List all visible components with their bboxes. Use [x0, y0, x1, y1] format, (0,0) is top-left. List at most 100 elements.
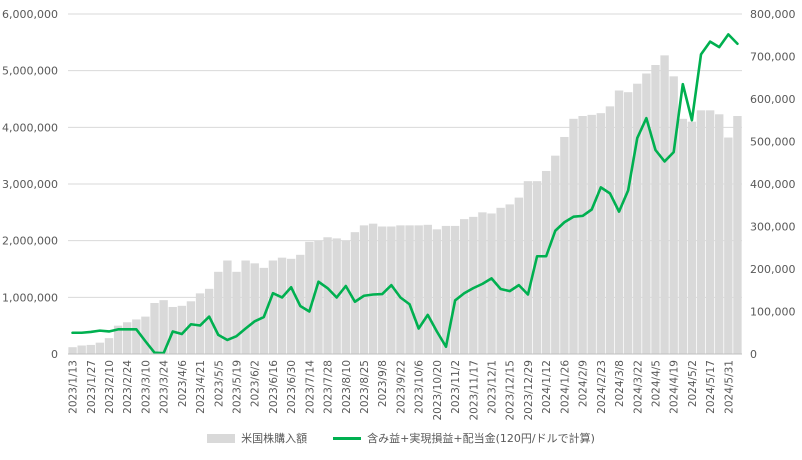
x-tick-label: 2023/11/2: [450, 360, 462, 414]
left-tick-label: 4,000,000: [2, 121, 58, 134]
left-tick-label: 5,000,000: [2, 65, 58, 78]
bar: [687, 121, 697, 355]
legend: 米国株購入額 含み益+実現損益+配当金(120円/ドルで計算): [0, 430, 802, 446]
left-tick-label: 6,000,000: [2, 8, 58, 21]
bar: [86, 344, 95, 354]
x-tick-label: 2023/10/20: [432, 360, 444, 421]
bar: [277, 257, 287, 354]
bar: [569, 118, 578, 354]
bar: [204, 288, 214, 354]
x-tick-label: 2023/4/21: [195, 360, 207, 414]
bar: [232, 271, 241, 354]
x-tick-label: 2023/11/17: [468, 360, 480, 421]
x-tick-label: 2023/6/16: [268, 360, 280, 414]
x-tick-label: 2023/3/24: [159, 360, 171, 414]
legend-item-line[interactable]: 含み益+実現損益+配当金(120円/ドルで計算): [333, 430, 595, 446]
x-tick-label: 2023/7/14: [304, 360, 316, 414]
x-tick-label: 2024/4/19: [669, 360, 681, 414]
bar: [259, 267, 269, 354]
right-tick-label: 800,000: [750, 8, 796, 21]
bar: [715, 114, 724, 354]
bar: [113, 325, 123, 354]
bar: [660, 55, 669, 354]
x-tick-label: 2023/9/8: [377, 360, 389, 407]
bar: [323, 237, 332, 354]
bar: [523, 181, 533, 354]
bar: [123, 322, 132, 354]
bar: [496, 207, 505, 354]
x-tick-label: 2024/3/22: [632, 360, 644, 414]
x-tick-label: 2024/5/31: [723, 360, 735, 414]
x-tick-label: 2024/3/8: [614, 360, 626, 407]
bar: [214, 271, 223, 354]
bar: [614, 90, 624, 354]
bar: [587, 114, 596, 354]
right-tick-label: 500,000: [750, 136, 796, 149]
bar: [250, 263, 259, 354]
x-tick-label: 2023/8/10: [341, 360, 353, 414]
bar: [396, 225, 405, 354]
legend-item-bars[interactable]: 米国株購入額: [207, 430, 307, 446]
left-tick-label: 2,000,000: [2, 235, 58, 248]
bar: [95, 342, 105, 354]
bar: [514, 197, 524, 354]
right-tick-label: 0: [750, 348, 757, 361]
right-tick-label: 200,000: [750, 263, 796, 276]
bar: [77, 345, 86, 354]
x-tick-label: 2023/8/25: [359, 360, 371, 414]
bar: [378, 226, 387, 354]
bar: [469, 216, 478, 354]
bar: [724, 137, 733, 354]
x-tick-label: 2023/4/6: [177, 360, 189, 407]
x-tick-label: 2023/3/10: [140, 360, 152, 414]
x-tick-label: 2023/6/2: [250, 360, 262, 407]
bar: [696, 110, 706, 354]
x-tick-label: 2023/1/13: [68, 360, 80, 414]
x-tick-label: 2023/12/15: [505, 360, 517, 421]
bar: [186, 301, 196, 354]
bar: [578, 116, 587, 354]
legend-swatch-line: [333, 436, 362, 440]
x-axis: 2023/1/13 2023/1/27 2023/2/10 2023/2/24 2023…: [68, 353, 742, 421]
bar: [223, 260, 232, 354]
right-tick-label: 700,000: [750, 51, 796, 64]
left-tick-label: 1,000,000: [2, 291, 58, 304]
x-tick-label: 2023/2/10: [104, 360, 116, 414]
bar: [487, 213, 496, 354]
x-tick-label: 2023/9/22: [395, 360, 407, 414]
bar: [341, 240, 350, 354]
x-tick-label: 2023/1/27: [86, 360, 98, 414]
bar: [423, 224, 432, 354]
x-tick-label: 2024/4/5: [650, 360, 662, 407]
x-tick-label: 2024/2/23: [596, 360, 608, 414]
bar: [623, 92, 633, 354]
bar: [414, 225, 423, 354]
bar: [633, 83, 642, 354]
x-tick-label: 2024/5/2: [687, 360, 699, 407]
bar: [359, 225, 369, 354]
bar: [159, 300, 168, 354]
right-tick-label: 300,000: [750, 221, 796, 234]
bar: [141, 316, 150, 354]
bar: [104, 338, 114, 354]
legend-swatch-bars: [207, 433, 236, 443]
bar: [669, 76, 678, 354]
bar: [314, 240, 323, 354]
bar: [541, 170, 551, 354]
bar: [150, 303, 159, 354]
left-tick-label: 3,000,000: [2, 178, 58, 191]
right-tick-label: 100,000: [750, 306, 796, 319]
right-tick-label: 600,000: [750, 93, 796, 106]
bar: [678, 118, 687, 354]
bar: [651, 65, 660, 354]
x-tick-label: 2023/12/29: [523, 360, 535, 421]
bar: [305, 241, 314, 354]
x-tick-label: 2024/1/12: [541, 360, 553, 414]
bar: [387, 226, 396, 354]
bar: [368, 223, 378, 354]
bar: [460, 219, 469, 354]
bar: [68, 347, 77, 354]
bar-series: [68, 55, 742, 355]
bar: [241, 260, 250, 354]
